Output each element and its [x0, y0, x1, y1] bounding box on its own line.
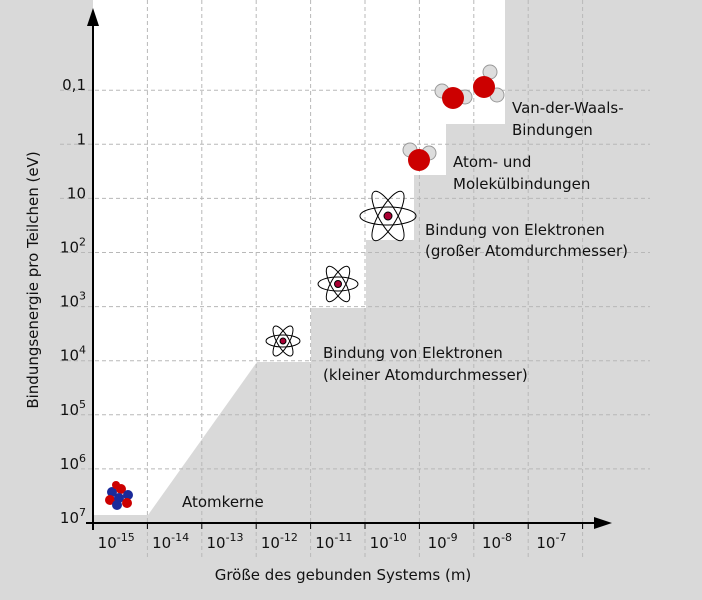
region-label: Bindungen [512, 121, 593, 139]
y-arrow [87, 8, 99, 26]
tick-base: 10 [536, 534, 555, 552]
tick-base: 10 [152, 534, 171, 552]
tick-base: 10 [60, 293, 79, 311]
tick-base: 10 [206, 534, 225, 552]
tick-label: 102 [60, 236, 86, 257]
tick-label: 106 [60, 452, 86, 473]
tick-label: 107 [60, 506, 86, 527]
x-axis-label: Größe des gebunden Systems (m) [215, 566, 472, 584]
tick-base: 10 [60, 239, 79, 257]
tick-base: 10 [482, 534, 501, 552]
binding-region [93, 0, 505, 515]
region-label: (großer Atomdurchmesser) [425, 242, 628, 260]
tick-label: 10-10 [370, 531, 407, 552]
region-label: Molekülbindungen [453, 175, 590, 193]
region-label: Van-der-Waals- [512, 99, 624, 117]
atom-icon-large [359, 190, 417, 242]
region-label: (kleiner Atomdurchmesser) [323, 366, 528, 384]
tick-exp: -14 [171, 531, 189, 544]
tick-label: 10-11 [315, 531, 352, 552]
nucleus-icon [105, 481, 133, 510]
tick-exp: -13 [226, 531, 244, 544]
tick-label: 10-9 [428, 531, 458, 552]
tick-label: 10-12 [261, 531, 298, 552]
tick-exp: 2 [79, 236, 86, 249]
tick-exp: -11 [334, 531, 352, 544]
tick-exp: 4 [79, 344, 86, 357]
tick-exp: 7 [79, 506, 86, 519]
tick-base: 10 [60, 455, 79, 473]
region-label: Atomkerne [182, 493, 264, 511]
tick-exp: -10 [389, 531, 407, 544]
tick-label: 10-14 [152, 531, 189, 552]
atom-icon-small [265, 325, 301, 357]
region-label: Bindung von Elektronen [323, 344, 503, 362]
tick-label: 0,1 [62, 76, 86, 94]
tick-label: 10-13 [206, 531, 243, 552]
molecule-icon [402, 142, 437, 171]
region-label: Atom- und [453, 153, 531, 171]
tick-label: 10-7 [536, 531, 566, 552]
tick-base: 10 [261, 534, 280, 552]
grid [60, 0, 650, 560]
tick-base: 10 [315, 534, 334, 552]
region-label: Bindung von Elektronen [425, 221, 605, 239]
water-dimer-icon [434, 64, 505, 109]
tick-base: 10 [60, 509, 79, 527]
tick-label: 103 [60, 290, 86, 311]
tick-label: 10 [67, 184, 86, 202]
tick-exp: -7 [555, 531, 566, 544]
tick-exp: 6 [79, 452, 86, 465]
ticks: 10-15 10-14 10-13 10-12 10-11 10-10 10-9 10-8 10… [60, 76, 584, 552]
tick-exp: -9 [447, 531, 458, 544]
tick-label: 1 [76, 130, 86, 148]
tick-exp: -15 [117, 531, 135, 544]
y-axis-label: Bindungsenergie pro Teilchen (eV) [24, 151, 42, 408]
tick-label: 104 [60, 344, 86, 365]
tick-exp: -8 [501, 531, 512, 544]
tick-exp: 3 [79, 290, 86, 303]
tick-base: 10 [370, 534, 389, 552]
tick-base: 10 [98, 534, 117, 552]
tick-base: 10 [60, 401, 79, 419]
tick-exp: 5 [79, 398, 86, 411]
tick-label: 10-15 [98, 531, 135, 552]
tick-label: 105 [60, 398, 86, 419]
tick-base: 10 [428, 534, 447, 552]
atom-icon-medium [317, 265, 359, 303]
tick-label: 10-8 [482, 531, 512, 552]
tick-base: 10 [60, 347, 79, 365]
x-arrow [594, 517, 612, 529]
tick-exp: -12 [280, 531, 298, 544]
